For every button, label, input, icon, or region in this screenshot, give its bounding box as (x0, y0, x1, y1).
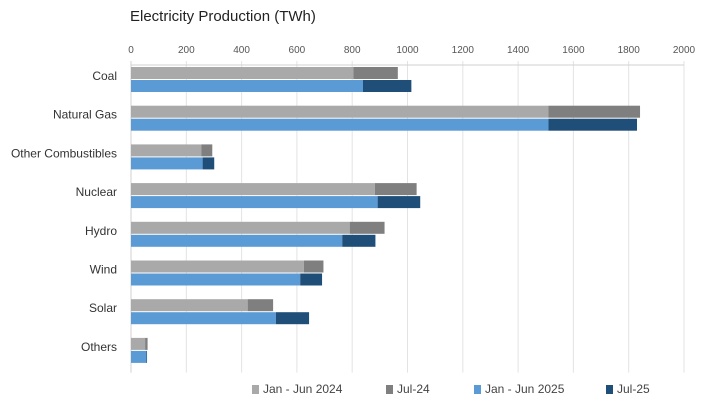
bar-jan-jun-2024-others (131, 337, 146, 350)
bar-jul-24-other-combustibles (201, 144, 213, 157)
bar-jul-25-nuclear (377, 196, 421, 209)
chart-title: Electricity Production (TWh) (130, 8, 316, 25)
legend-item: Jan - Jun 2025 (474, 382, 564, 396)
legend-item: Jul-25 (606, 382, 650, 396)
category-label: Coal (92, 69, 117, 83)
legend-swatch (252, 384, 259, 394)
x-tick-label: 200 (178, 45, 195, 56)
legend-swatch (386, 384, 393, 394)
category-label: Other Combustibles (11, 146, 117, 160)
bar-jul-24-solar (247, 299, 274, 312)
bar-jul-25-wind (300, 273, 323, 286)
category-label: Hydro (85, 224, 117, 238)
bar-jul-24-wind (303, 260, 324, 273)
x-tick-label: 1600 (562, 45, 585, 56)
category-label: Wind (90, 263, 117, 277)
bar-jan-jun-2025-other-combustibles (131, 157, 203, 170)
bar-jan-jun-2025-wind (131, 273, 301, 286)
bar-jan-jun-2024-nuclear (131, 183, 375, 196)
legend-label: Jan - Jun 2024 (263, 382, 343, 396)
bar-jul-24-coal (353, 67, 398, 79)
category-label: Nuclear (76, 185, 117, 199)
bar-jul-25-natural-gas (548, 118, 637, 131)
bar-jan-jun-2024-natural-gas (131, 105, 549, 118)
bar-jan-jun-2024-wind (131, 260, 304, 273)
bar-jan-jun-2025-solar (131, 312, 276, 325)
bar-jan-jun-2025-natural-gas (131, 118, 549, 131)
bar-jul-24-others (145, 337, 148, 350)
bar-jan-jun-2025-nuclear (131, 196, 378, 209)
x-tick-label: 0 (128, 45, 134, 56)
bar-jan-jun-2025-hydro (131, 234, 343, 247)
bar-jul-25-solar (275, 312, 310, 325)
bar-jul-25-hydro (342, 234, 376, 247)
bar-jul-24-hydro (349, 221, 385, 234)
legend-item: Jul-24 (386, 382, 430, 396)
legend-label: Jul-24 (397, 382, 430, 396)
x-tick-label: 1200 (452, 45, 475, 56)
x-tick-label: 400 (233, 45, 250, 56)
bar-jan-jun-2025-coal (131, 80, 363, 92)
x-tick-label: 1800 (618, 45, 641, 56)
bar-jul-24-natural-gas (548, 105, 641, 118)
bar-jan-jun-2024-hydro (131, 221, 350, 234)
x-tick-label: 2000 (673, 45, 696, 56)
bar-jul-24-nuclear (374, 183, 417, 196)
x-tick-label: 1400 (507, 45, 530, 56)
legend-item: Jan - Jun 2024 (252, 382, 342, 396)
category-label: Solar (89, 301, 117, 315)
category-label: Natural Gas (53, 108, 117, 122)
legend-swatch (606, 384, 613, 394)
bar-jul-25-coal (362, 80, 412, 92)
category-label: Others (81, 340, 117, 354)
bar-jan-jun-2025-others (131, 350, 147, 363)
legend-label: Jan - Jun 2025 (485, 382, 565, 396)
bar-jan-jun-2024-other-combustibles (131, 144, 202, 157)
bar-jul-25-other-combustibles (202, 157, 215, 170)
x-tick-label: 800 (344, 45, 361, 56)
legend-label: Jul-25 (617, 382, 650, 396)
bar-jan-jun-2024-coal (131, 67, 354, 79)
x-tick-label: 600 (289, 45, 306, 56)
bar-jan-jun-2024-solar (131, 299, 248, 312)
legend-swatch (474, 384, 481, 394)
x-tick-label: 1000 (396, 45, 419, 56)
bar-jul-25-others (146, 350, 148, 363)
